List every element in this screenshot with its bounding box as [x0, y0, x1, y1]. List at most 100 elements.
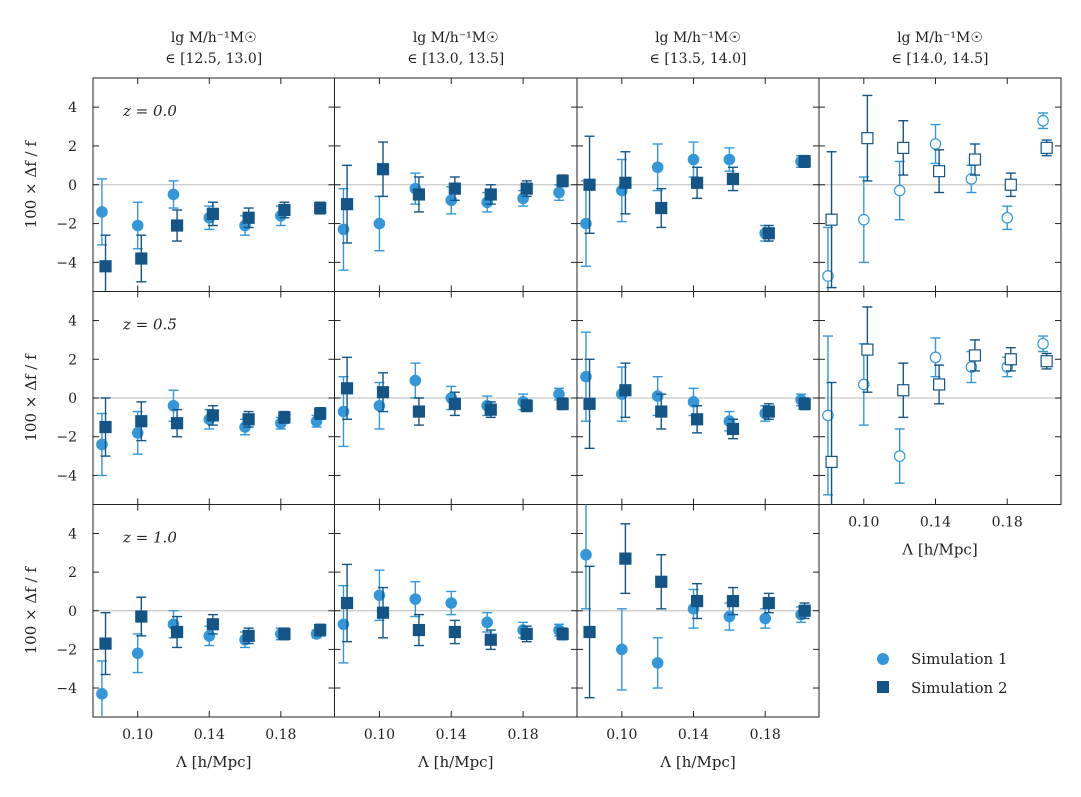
- x-tick-label: 0.14: [920, 515, 951, 531]
- sim2-point: [556, 174, 569, 187]
- y-tick-label: −4: [56, 468, 77, 484]
- sim2-point: [798, 604, 811, 617]
- sim1-point: [445, 597, 458, 609]
- panel-r0-c2: [576, 77, 820, 292]
- sim1-point: [96, 206, 108, 218]
- sim2-point: [412, 623, 426, 637]
- sim2-point: [448, 182, 461, 195]
- column-mass-range: ∈ [12.5, 13.0]: [165, 51, 262, 67]
- y-tick-label: −4: [56, 681, 77, 697]
- sim2-point: [726, 172, 740, 186]
- column-title: lg M/h⁻¹M☉: [655, 30, 741, 46]
- sim2-point: [170, 625, 184, 639]
- sim1-point: [858, 213, 870, 226]
- sim2-point: [278, 411, 291, 424]
- legend-sim2-marker: [877, 681, 889, 693]
- sim1-point: [337, 223, 350, 236]
- sim2-point: [314, 201, 327, 215]
- sim1-point: [481, 616, 493, 629]
- sim1-point: [131, 427, 144, 439]
- y-tick-label: −2: [56, 642, 77, 658]
- sim2-point: [655, 575, 668, 588]
- sim2-point: [99, 260, 112, 273]
- panel-r1-c0: −4 −2 0 2 4 z = 0.5: [56, 291, 335, 505]
- x-tick-label: 0.18: [508, 727, 539, 743]
- y-tick-label: 0: [68, 178, 77, 194]
- sim2-point: [314, 407, 327, 420]
- redshift-label: z = 0.0: [122, 102, 177, 120]
- sim2-point: [897, 384, 910, 397]
- sim2-point: [798, 155, 811, 168]
- y-axis-label: 100 × Δf / f: [22, 566, 40, 655]
- sim1-point: [96, 438, 108, 451]
- column-mass-range: ∈ [13.0, 13.5]: [407, 51, 504, 67]
- x-tick-label: 0.14: [678, 727, 709, 743]
- sim2-point: [968, 153, 982, 166]
- y-tick-label: 0: [68, 604, 77, 620]
- legend-sim1-marker: [877, 653, 889, 665]
- sim2-point: [619, 384, 632, 397]
- y-tick-label: 2: [68, 352, 77, 368]
- sim1-point: [965, 173, 978, 185]
- sim1-point: [858, 378, 870, 391]
- sim2-point: [897, 141, 910, 154]
- sim2-point: [726, 594, 740, 608]
- sim2-point: [448, 625, 461, 639]
- data-points: [822, 94, 1053, 292]
- sim2-point: [376, 606, 390, 619]
- sim2-point: [170, 417, 184, 430]
- sim2-point: [655, 201, 668, 215]
- sim2-point: [448, 397, 461, 410]
- sim2-point: [1004, 353, 1017, 366]
- sim2-point: [619, 552, 632, 565]
- sim2-point: [340, 596, 354, 610]
- sim2-point: [691, 413, 704, 426]
- y-tick-label: 2: [68, 139, 77, 155]
- sim1-point: [580, 370, 592, 383]
- y-tick-label: 4: [68, 526, 77, 542]
- sim2-point: [968, 349, 982, 362]
- sim1-point: [373, 589, 386, 602]
- sim2-point: [412, 188, 426, 201]
- sim2-point: [762, 405, 775, 418]
- x-tick-label: 0.14: [436, 727, 467, 743]
- sim1-point: [893, 450, 906, 462]
- x-tick-label: 0.10: [364, 727, 395, 743]
- sim1-point: [759, 612, 772, 625]
- sim1-point: [893, 184, 906, 197]
- sim2-point: [484, 188, 497, 201]
- sim1-point: [1037, 114, 1049, 127]
- sim1-point: [553, 186, 565, 199]
- sim1-point: [409, 593, 422, 605]
- x-tick-label: 0.18: [265, 727, 296, 743]
- sim2-point: [933, 165, 946, 178]
- sim2-point: [135, 415, 148, 428]
- sim1-point: [1001, 211, 1014, 224]
- sim2-point: [242, 211, 255, 224]
- panel-r1-c3: 0.10 0.14 0.18 Λ [h/Mpc]: [818, 291, 1062, 559]
- legend-sim1-label: Simulation 1: [911, 650, 1008, 668]
- y-tick-label: 2: [68, 565, 77, 581]
- x-tick-label: 0.10: [606, 727, 637, 743]
- column-title: lg M/h⁻¹M☉: [897, 30, 983, 46]
- sim1-point: [373, 217, 386, 230]
- legend: Simulation 1 Simulation 2: [877, 650, 1008, 697]
- sim1-point: [409, 374, 422, 387]
- sim1-point: [651, 161, 664, 174]
- sim2-point: [825, 213, 838, 226]
- panel-r2-c1: 0.10 0.14 0.18 Λ [h/Mpc]: [334, 504, 578, 771]
- sim2-point: [170, 219, 184, 232]
- x-axis-label: Λ [h/Mpc]: [417, 753, 493, 771]
- sim2-point: [278, 627, 291, 641]
- sim1-point: [131, 647, 144, 660]
- sim1-point: [131, 219, 144, 232]
- sim2-point: [206, 618, 219, 631]
- panel-r0-c3: [818, 77, 1062, 292]
- sim1-point: [965, 361, 978, 373]
- column-mass-range: ∈ [14.0, 14.5]: [892, 51, 989, 67]
- panel-r1-c1: [334, 291, 578, 505]
- data-points: [337, 141, 569, 271]
- sim2-point: [762, 596, 775, 610]
- y-axis-label: 100 × Δf / f: [22, 140, 40, 229]
- sim2-point: [520, 399, 533, 412]
